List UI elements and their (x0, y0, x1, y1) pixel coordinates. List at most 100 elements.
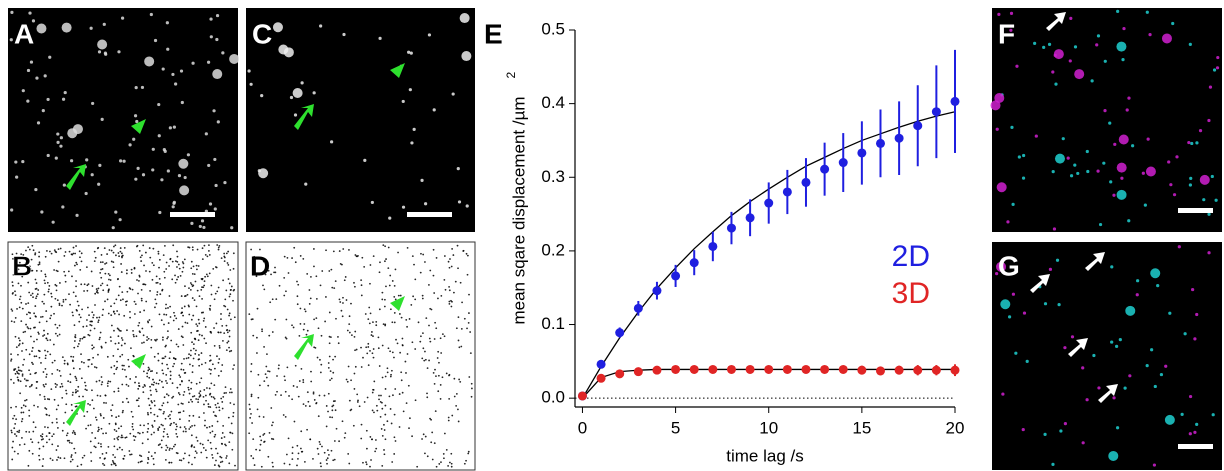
speckle (193, 395, 196, 397)
speckle (141, 173, 146, 177)
speckle (138, 432, 141, 435)
speckle (34, 253, 37, 256)
speckle (224, 298, 227, 301)
speckle (452, 254, 455, 256)
speckle (149, 389, 152, 392)
speckle (1120, 176, 1124, 180)
speckle (1193, 430, 1197, 434)
speckle (340, 309, 343, 312)
speckle (328, 453, 330, 456)
speckle (220, 370, 223, 373)
point (633, 303, 643, 313)
speckle (177, 174, 182, 178)
speckle (283, 375, 286, 378)
speckle (90, 460, 93, 462)
speckle (126, 269, 128, 272)
speckle (429, 417, 431, 420)
speckle (147, 456, 150, 459)
speckle (215, 266, 218, 269)
speckle (21, 418, 24, 420)
speckle (94, 446, 97, 449)
speckle (395, 338, 397, 341)
speckle (100, 376, 103, 378)
speckle (121, 383, 124, 386)
speckle (190, 387, 192, 390)
speckle (99, 395, 102, 397)
speckle (195, 323, 198, 326)
speckle (200, 352, 203, 354)
speckle (108, 274, 111, 277)
speckle (1141, 171, 1145, 175)
x-tick-label: 10 (759, 418, 778, 437)
speckle (139, 256, 142, 259)
speckle (135, 399, 138, 402)
speckle (209, 431, 212, 434)
speckle (225, 289, 228, 292)
speckle (198, 224, 202, 229)
speckle (296, 280, 298, 283)
speckle (429, 269, 432, 272)
speckle (94, 256, 97, 259)
speckle (188, 428, 191, 430)
speckle (271, 298, 274, 301)
speckle (191, 371, 194, 374)
speckle (113, 390, 116, 393)
speckle (112, 251, 115, 254)
speckle (190, 445, 193, 448)
speckle (227, 340, 230, 343)
speckle (95, 380, 98, 383)
speckle (166, 401, 169, 404)
speckle (83, 290, 85, 292)
speckle (74, 252, 77, 255)
speckle (448, 300, 451, 303)
speckle (31, 19, 36, 23)
speckle (420, 252, 422, 255)
speckle (147, 438, 149, 441)
speckle (213, 344, 216, 347)
speckle (35, 315, 37, 318)
speckle (162, 339, 164, 341)
speckle (135, 245, 138, 248)
speckle (191, 248, 194, 251)
speckle (113, 428, 116, 431)
speckle (75, 377, 78, 380)
speckle (160, 178, 164, 182)
speckle (77, 304, 80, 307)
speckle (146, 462, 149, 464)
speckle (343, 436, 346, 439)
speckle (456, 244, 459, 247)
speckle (312, 392, 315, 395)
speckle (167, 415, 170, 418)
speckle (225, 455, 228, 457)
speckle (17, 379, 20, 382)
speckle (190, 267, 193, 270)
speckle (188, 353, 190, 356)
speckle (382, 244, 385, 247)
speckle (345, 299, 348, 301)
speckle (165, 373, 168, 376)
speckle (36, 23, 47, 34)
speckle (150, 325, 153, 328)
speckle (14, 372, 17, 375)
speckle (18, 261, 21, 264)
speckle (1081, 441, 1085, 445)
arrow (1046, 12, 1066, 31)
speckle (1153, 384, 1157, 389)
speckle (130, 410, 133, 413)
speckle (333, 458, 336, 461)
speckle (108, 278, 110, 281)
speckle (204, 361, 207, 364)
speckle (166, 47, 170, 51)
speckle (296, 303, 299, 306)
speckle (1007, 315, 1012, 319)
speckle (14, 433, 16, 435)
speckle (455, 404, 458, 407)
speckle (92, 407, 95, 410)
speckle (228, 462, 231, 465)
speckle (44, 426, 46, 428)
speckle (21, 159, 25, 164)
speckle (174, 260, 177, 263)
speckle (169, 370, 172, 373)
speckle (24, 261, 27, 264)
speckle (252, 457, 255, 460)
